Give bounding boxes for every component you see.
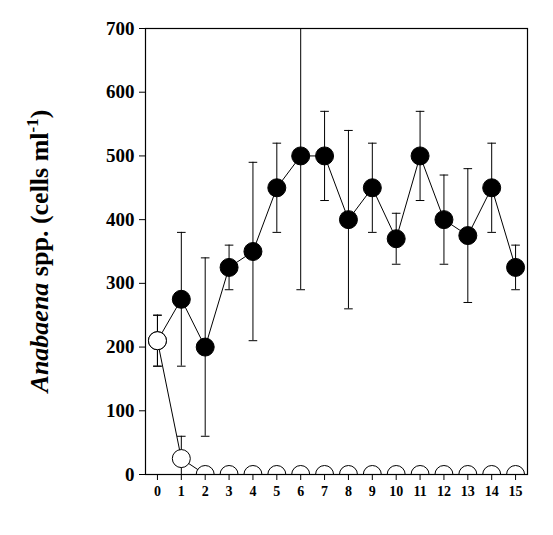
- svg-text:12: 12: [437, 484, 451, 499]
- svg-text:7: 7: [321, 484, 328, 499]
- svg-text:600: 600: [106, 81, 135, 102]
- svg-text:5: 5: [273, 484, 280, 499]
- svg-text:8: 8: [345, 484, 352, 499]
- svg-text:10: 10: [389, 484, 403, 499]
- svg-text:13: 13: [461, 484, 475, 499]
- svg-text:300: 300: [106, 272, 135, 293]
- svg-text:0: 0: [125, 464, 135, 485]
- svg-text:3: 3: [226, 484, 233, 499]
- svg-text:11: 11: [413, 484, 426, 499]
- svg-text:400: 400: [106, 209, 135, 230]
- svg-text:2: 2: [202, 484, 209, 499]
- svg-text:200: 200: [106, 336, 135, 357]
- svg-text:1: 1: [178, 484, 185, 499]
- svg-text:6: 6: [297, 484, 304, 499]
- svg-text:500: 500: [106, 145, 135, 166]
- svg-text:14: 14: [485, 484, 499, 499]
- svg-text:9: 9: [369, 484, 376, 499]
- svg-text:0: 0: [154, 484, 161, 499]
- svg-text:Anabaena spp. (cells ml-1): Anabaena spp. (cells ml-1): [23, 110, 54, 395]
- svg-text:4: 4: [249, 484, 256, 499]
- svg-text:100: 100: [106, 400, 135, 421]
- svg-text:700: 700: [106, 18, 135, 39]
- svg-text:15: 15: [509, 484, 523, 499]
